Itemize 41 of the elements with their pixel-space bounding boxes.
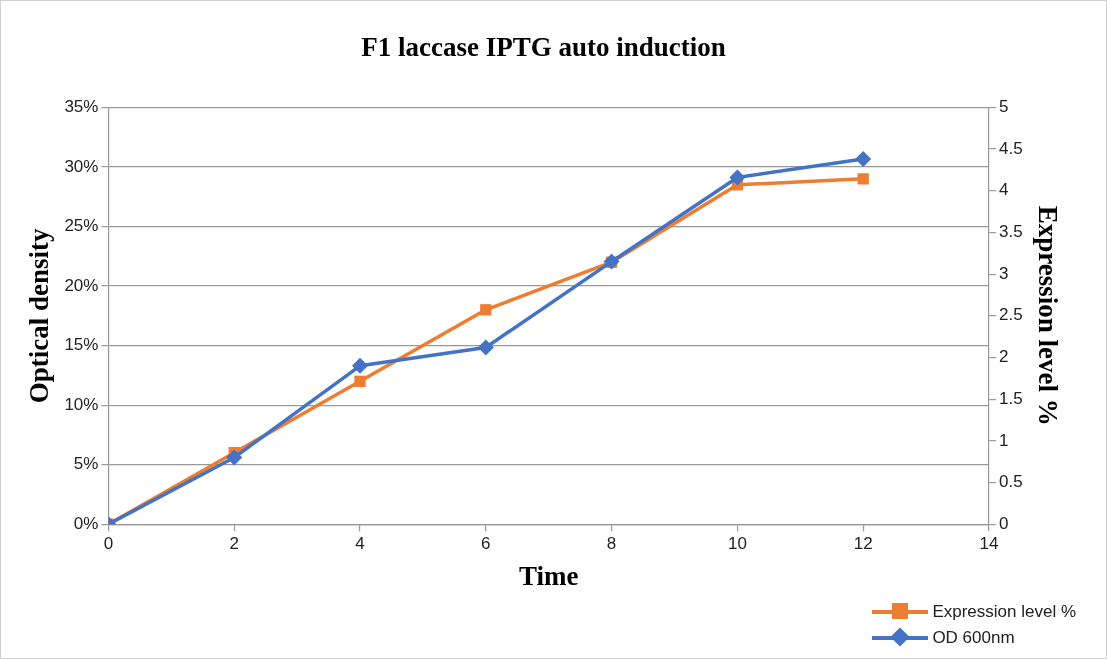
y-axis-title: Optical density xyxy=(24,227,55,404)
y-tick-label: 30% xyxy=(64,156,99,176)
point xyxy=(857,173,869,185)
y-tick-label: 35% xyxy=(64,97,99,117)
point xyxy=(480,304,492,316)
y-tick-label: 5% xyxy=(73,454,99,474)
y2-tick-label: 1 xyxy=(998,430,1009,450)
y-tick-label: 10% xyxy=(64,394,99,414)
point xyxy=(477,339,494,356)
y2-tick-label: 4.5 xyxy=(998,138,1023,158)
legend-label: OD 600nm xyxy=(932,628,1015,648)
y2-tick-label: 0 xyxy=(998,513,1009,533)
point xyxy=(352,357,369,374)
y-tick-label: 20% xyxy=(64,275,99,295)
y-tick-label: 15% xyxy=(64,335,99,355)
point xyxy=(855,151,872,168)
x-tick-label: 12 xyxy=(853,534,873,554)
x-tick-label: 6 xyxy=(481,534,491,554)
x-tick-label: 4 xyxy=(355,534,365,554)
x-axis-title: Time xyxy=(518,560,579,591)
x-tick-label: 14 xyxy=(979,534,999,554)
y2-tick-label: 2 xyxy=(998,347,1009,367)
point xyxy=(354,375,366,387)
y2-tick-label: 2.5 xyxy=(998,305,1023,325)
legend-label: Expression level % xyxy=(932,602,1076,622)
chart-title: F1 laccase IPTG auto induction xyxy=(361,32,726,63)
y2-tick-label: 0.5 xyxy=(998,472,1023,492)
y2-axis-title: Expression level % xyxy=(1032,205,1063,426)
y-tick-label: 25% xyxy=(64,216,99,236)
y2-tick-label: 5 xyxy=(998,97,1009,117)
x-tick-label: 2 xyxy=(229,534,239,554)
y2-tick-label: 3 xyxy=(998,263,1009,283)
point xyxy=(226,449,243,466)
x-tick-label: 0 xyxy=(103,534,114,554)
y2-tick-label: 4 xyxy=(998,180,1009,200)
y2-tick-label: 3.5 xyxy=(998,222,1023,242)
x-tick-label: 8 xyxy=(606,534,617,554)
y-tick-label: 0% xyxy=(73,513,99,533)
x-tick-label: 10 xyxy=(727,534,747,554)
y2-tick-label: 1.5 xyxy=(998,388,1023,408)
point xyxy=(729,169,746,186)
